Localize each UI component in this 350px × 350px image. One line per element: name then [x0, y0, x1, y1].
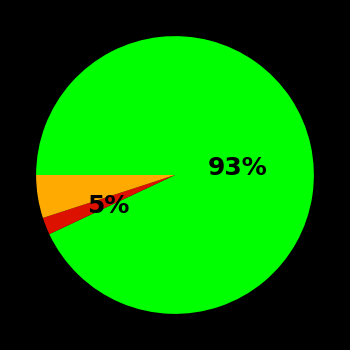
Wedge shape: [36, 175, 175, 218]
Wedge shape: [36, 36, 314, 314]
Text: 93%: 93%: [208, 156, 267, 180]
Text: 5%: 5%: [87, 194, 130, 218]
Wedge shape: [43, 175, 175, 234]
